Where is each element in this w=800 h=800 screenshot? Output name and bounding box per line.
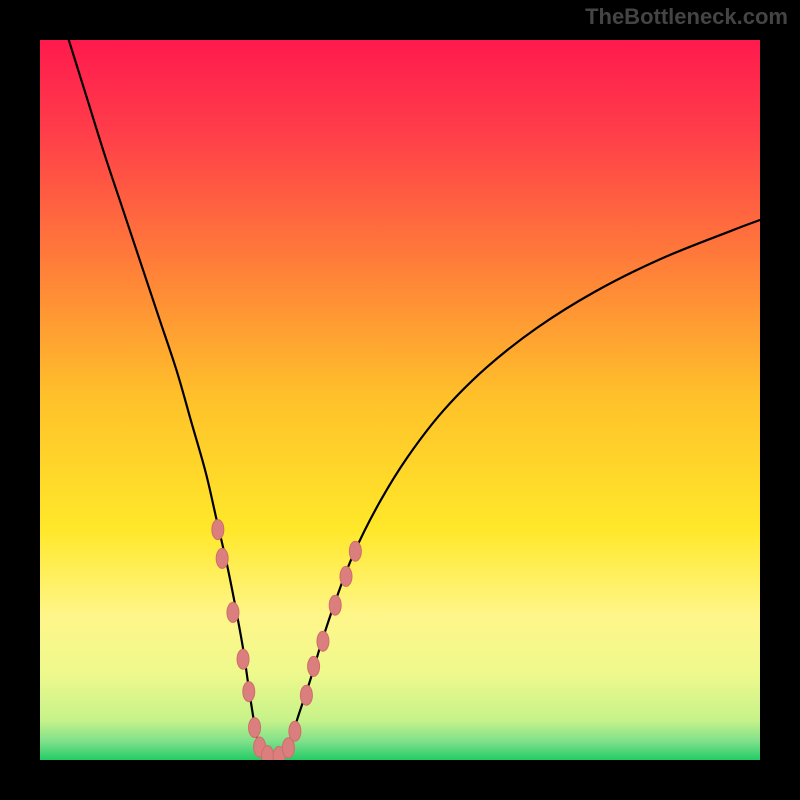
chart-container: TheBottleneck.com — [0, 0, 800, 800]
plot-background-gradient — [40, 40, 760, 760]
plot-area — [40, 40, 760, 760]
watermark-text: TheBottleneck.com — [585, 4, 788, 30]
